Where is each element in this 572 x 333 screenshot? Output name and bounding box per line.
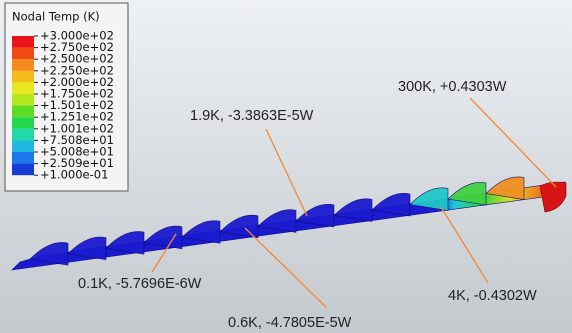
legend-band (12, 117, 34, 129)
legend-label: +1.000e-01 (40, 168, 108, 182)
legend-band (12, 129, 34, 141)
annotation: 0.1K, -5.7696E-6W (78, 276, 202, 292)
legend-band (12, 48, 34, 60)
legend-bar (12, 36, 34, 175)
legend-band (12, 164, 34, 176)
annotation: 0.6K, -4.7805E-5W (228, 315, 352, 331)
legend-band (12, 59, 34, 71)
legend-band (12, 71, 34, 83)
annotation: 1.9K, -3.3863E-5W (190, 108, 314, 124)
legend-band (12, 36, 34, 48)
screenshot: Nodal Temp (K) +3.000e+02+2.750e+02+2.50… (0, 0, 572, 333)
annotation: 300K, +0.4303W (398, 79, 507, 95)
legend-band (12, 82, 34, 94)
legend-band (12, 94, 34, 106)
legend-band (12, 106, 34, 118)
legend-band (12, 152, 34, 164)
annotation: 4K, -0.4302W (448, 288, 537, 304)
viewport: Nodal Temp (K) +3.000e+02+2.750e+02+2.50… (0, 0, 572, 333)
legend-band (12, 140, 34, 152)
legend-title: Nodal Temp (K) (12, 10, 100, 24)
